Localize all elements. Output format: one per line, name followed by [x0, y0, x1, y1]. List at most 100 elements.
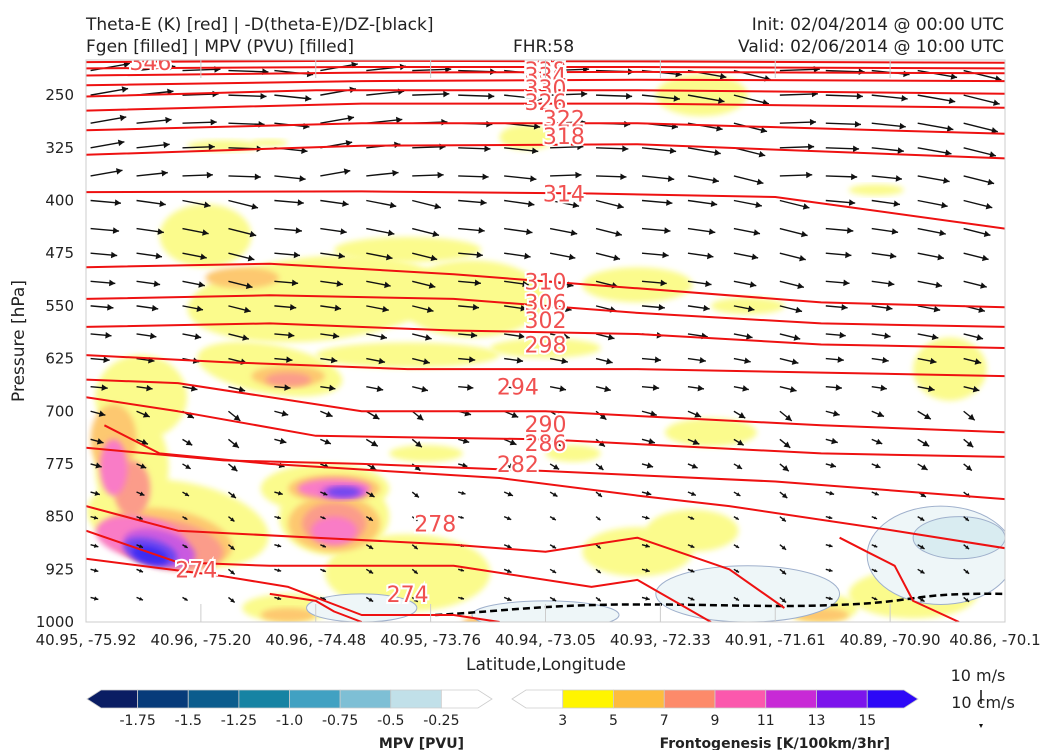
theta-e-label: 318 [543, 125, 585, 150]
wind-arrowhead [163, 141, 170, 149]
wind-arrowhead [783, 441, 791, 448]
mpv-colorbar: -1.75 -1.5 -1.25 -1.0 -0.75 -0.5 -0.25 MPV [PVU… [86, 689, 493, 750]
wind-arrowhead [875, 438, 883, 445]
wind-arrowhead [387, 229, 395, 237]
wind-arrowhead [919, 516, 925, 521]
wind-arrowhead [460, 568, 464, 572]
wind-arrow [779, 121, 817, 124]
wind-arrowhead [690, 491, 696, 496]
frontogenesis-fill [655, 74, 748, 117]
wind-arrowhead [692, 438, 700, 445]
theta-e-contour [86, 354, 1005, 378]
wind-arrowhead [530, 175, 537, 182]
x-tick-label: 40.89, -70.90 [840, 631, 941, 649]
wind-arrowhead [531, 147, 539, 155]
wind-arrowhead [645, 490, 652, 496]
wind-arrowhead [426, 306, 434, 313]
wind-arrowhead [165, 116, 172, 124]
wind-arrowhead [738, 412, 746, 419]
colorbar-swatch [765, 689, 817, 709]
wind-arrowhead [368, 544, 374, 549]
wind-arrowhead [484, 145, 491, 153]
y-axis-label: Pressure [hPa] [9, 280, 29, 402]
wind-arrow [687, 94, 725, 103]
wind-arrowhead [437, 171, 444, 179]
wind-arrowhead [615, 230, 622, 237]
wind-arrowhead [277, 596, 282, 601]
wind-arrowhead [784, 414, 792, 421]
wind-arrowhead [559, 385, 566, 392]
wind-arrowhead [714, 149, 721, 156]
wind-arrowhead [690, 597, 695, 601]
wind-arrowhead [873, 544, 878, 548]
wind-arrowhead [369, 464, 377, 470]
wind-arrowhead [762, 99, 769, 106]
wind-arrowhead [153, 280, 161, 288]
wind-arrowhead [965, 598, 970, 602]
wind-arrowhead [843, 279, 850, 287]
y-tick-label: 925 [45, 560, 74, 578]
wind-arrowhead [190, 385, 198, 392]
wind-arrow [825, 94, 863, 98]
wind-arrowhead [299, 175, 306, 182]
wind-arrow [641, 94, 680, 100]
wind-arrow [963, 69, 1002, 81]
wind-arrow [550, 93, 588, 96]
wind-arrowhead [304, 95, 312, 102]
theta-e-contour [86, 396, 1005, 458]
x-tick-label: 40.91, -71.61 [725, 631, 826, 649]
wind-arrowhead [808, 143, 815, 151]
wind-arrowhead [142, 411, 150, 418]
wind-arrowhead [389, 201, 397, 209]
theta-e-label: 330 [525, 77, 567, 102]
wind-arrowhead [506, 568, 512, 573]
frontogenesis-fill [334, 237, 482, 263]
wind-arrowhead [121, 86, 129, 93]
wind-arrowhead [518, 332, 525, 340]
wind-arrowhead [345, 139, 353, 147]
wind-arrowhead [703, 304, 710, 312]
wind-arrowhead [462, 462, 468, 468]
wind-arrowhead [325, 411, 333, 418]
wind-arrowhead [482, 173, 489, 181]
colorbar-swatch [187, 689, 240, 709]
wind-arrowhead [105, 331, 112, 339]
wind-arrowhead [93, 596, 99, 601]
wind-arrowhead [929, 357, 937, 365]
wind-arrowhead [139, 491, 145, 496]
wind-arrowhead [606, 358, 613, 365]
wind-arrow [90, 116, 127, 124]
mpv-fill [655, 565, 841, 622]
theta-e-contour [86, 378, 1005, 434]
x-tick-label: 40.93, -72.33 [610, 631, 711, 649]
wind-arrowhead [254, 173, 261, 181]
wind-arrowhead [719, 73, 727, 80]
wind-arrowhead [935, 281, 943, 289]
theta-e-label: 322 [543, 107, 585, 132]
wind-arrowhead [874, 491, 879, 496]
wind-arrowhead [737, 439, 744, 446]
wind-arrowhead [965, 464, 972, 471]
wind-arrowhead [923, 413, 931, 420]
wind-arrowhead [943, 177, 950, 184]
theta-e-label: 314 [543, 182, 585, 207]
wind-arrowhead [520, 304, 527, 312]
wind-arrowhead [434, 202, 441, 210]
wind-arrowhead [691, 463, 698, 469]
wind-arrowhead [839, 331, 846, 339]
wind-arrowhead [206, 171, 213, 179]
wind-arrowhead [384, 281, 391, 289]
wind-arrowhead [597, 545, 601, 549]
wind-arrowhead [782, 465, 789, 472]
wind-arrowhead [460, 515, 464, 519]
wind-arrowhead [645, 596, 650, 601]
frontogenesis-fill [205, 267, 279, 289]
wind-arrowhead [694, 411, 702, 418]
wind-arrowhead [848, 199, 856, 206]
wind-arrowhead [716, 125, 723, 132]
wind-arrowhead [893, 200, 900, 207]
wind-arrowhead [230, 598, 235, 603]
x-tick-label: 40.96, -75.20 [150, 631, 251, 649]
frontogenesis-fill [398, 260, 546, 338]
